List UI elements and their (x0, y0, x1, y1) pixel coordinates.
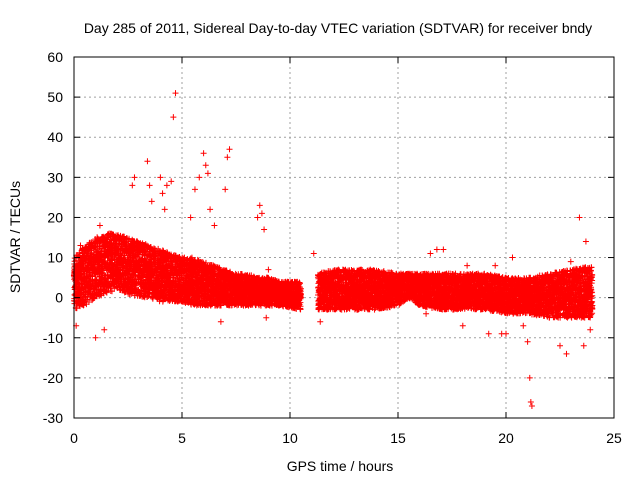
data-point (85, 298, 92, 305)
data-point (93, 276, 100, 283)
chart-title: Day 285 of 2011, Sidereal Day-to-day VTE… (84, 20, 592, 36)
data-point (142, 252, 149, 259)
data-points (70, 90, 596, 409)
data-point (121, 233, 128, 240)
data-point (73, 305, 80, 312)
data-point (108, 288, 115, 295)
data-point (103, 289, 110, 296)
